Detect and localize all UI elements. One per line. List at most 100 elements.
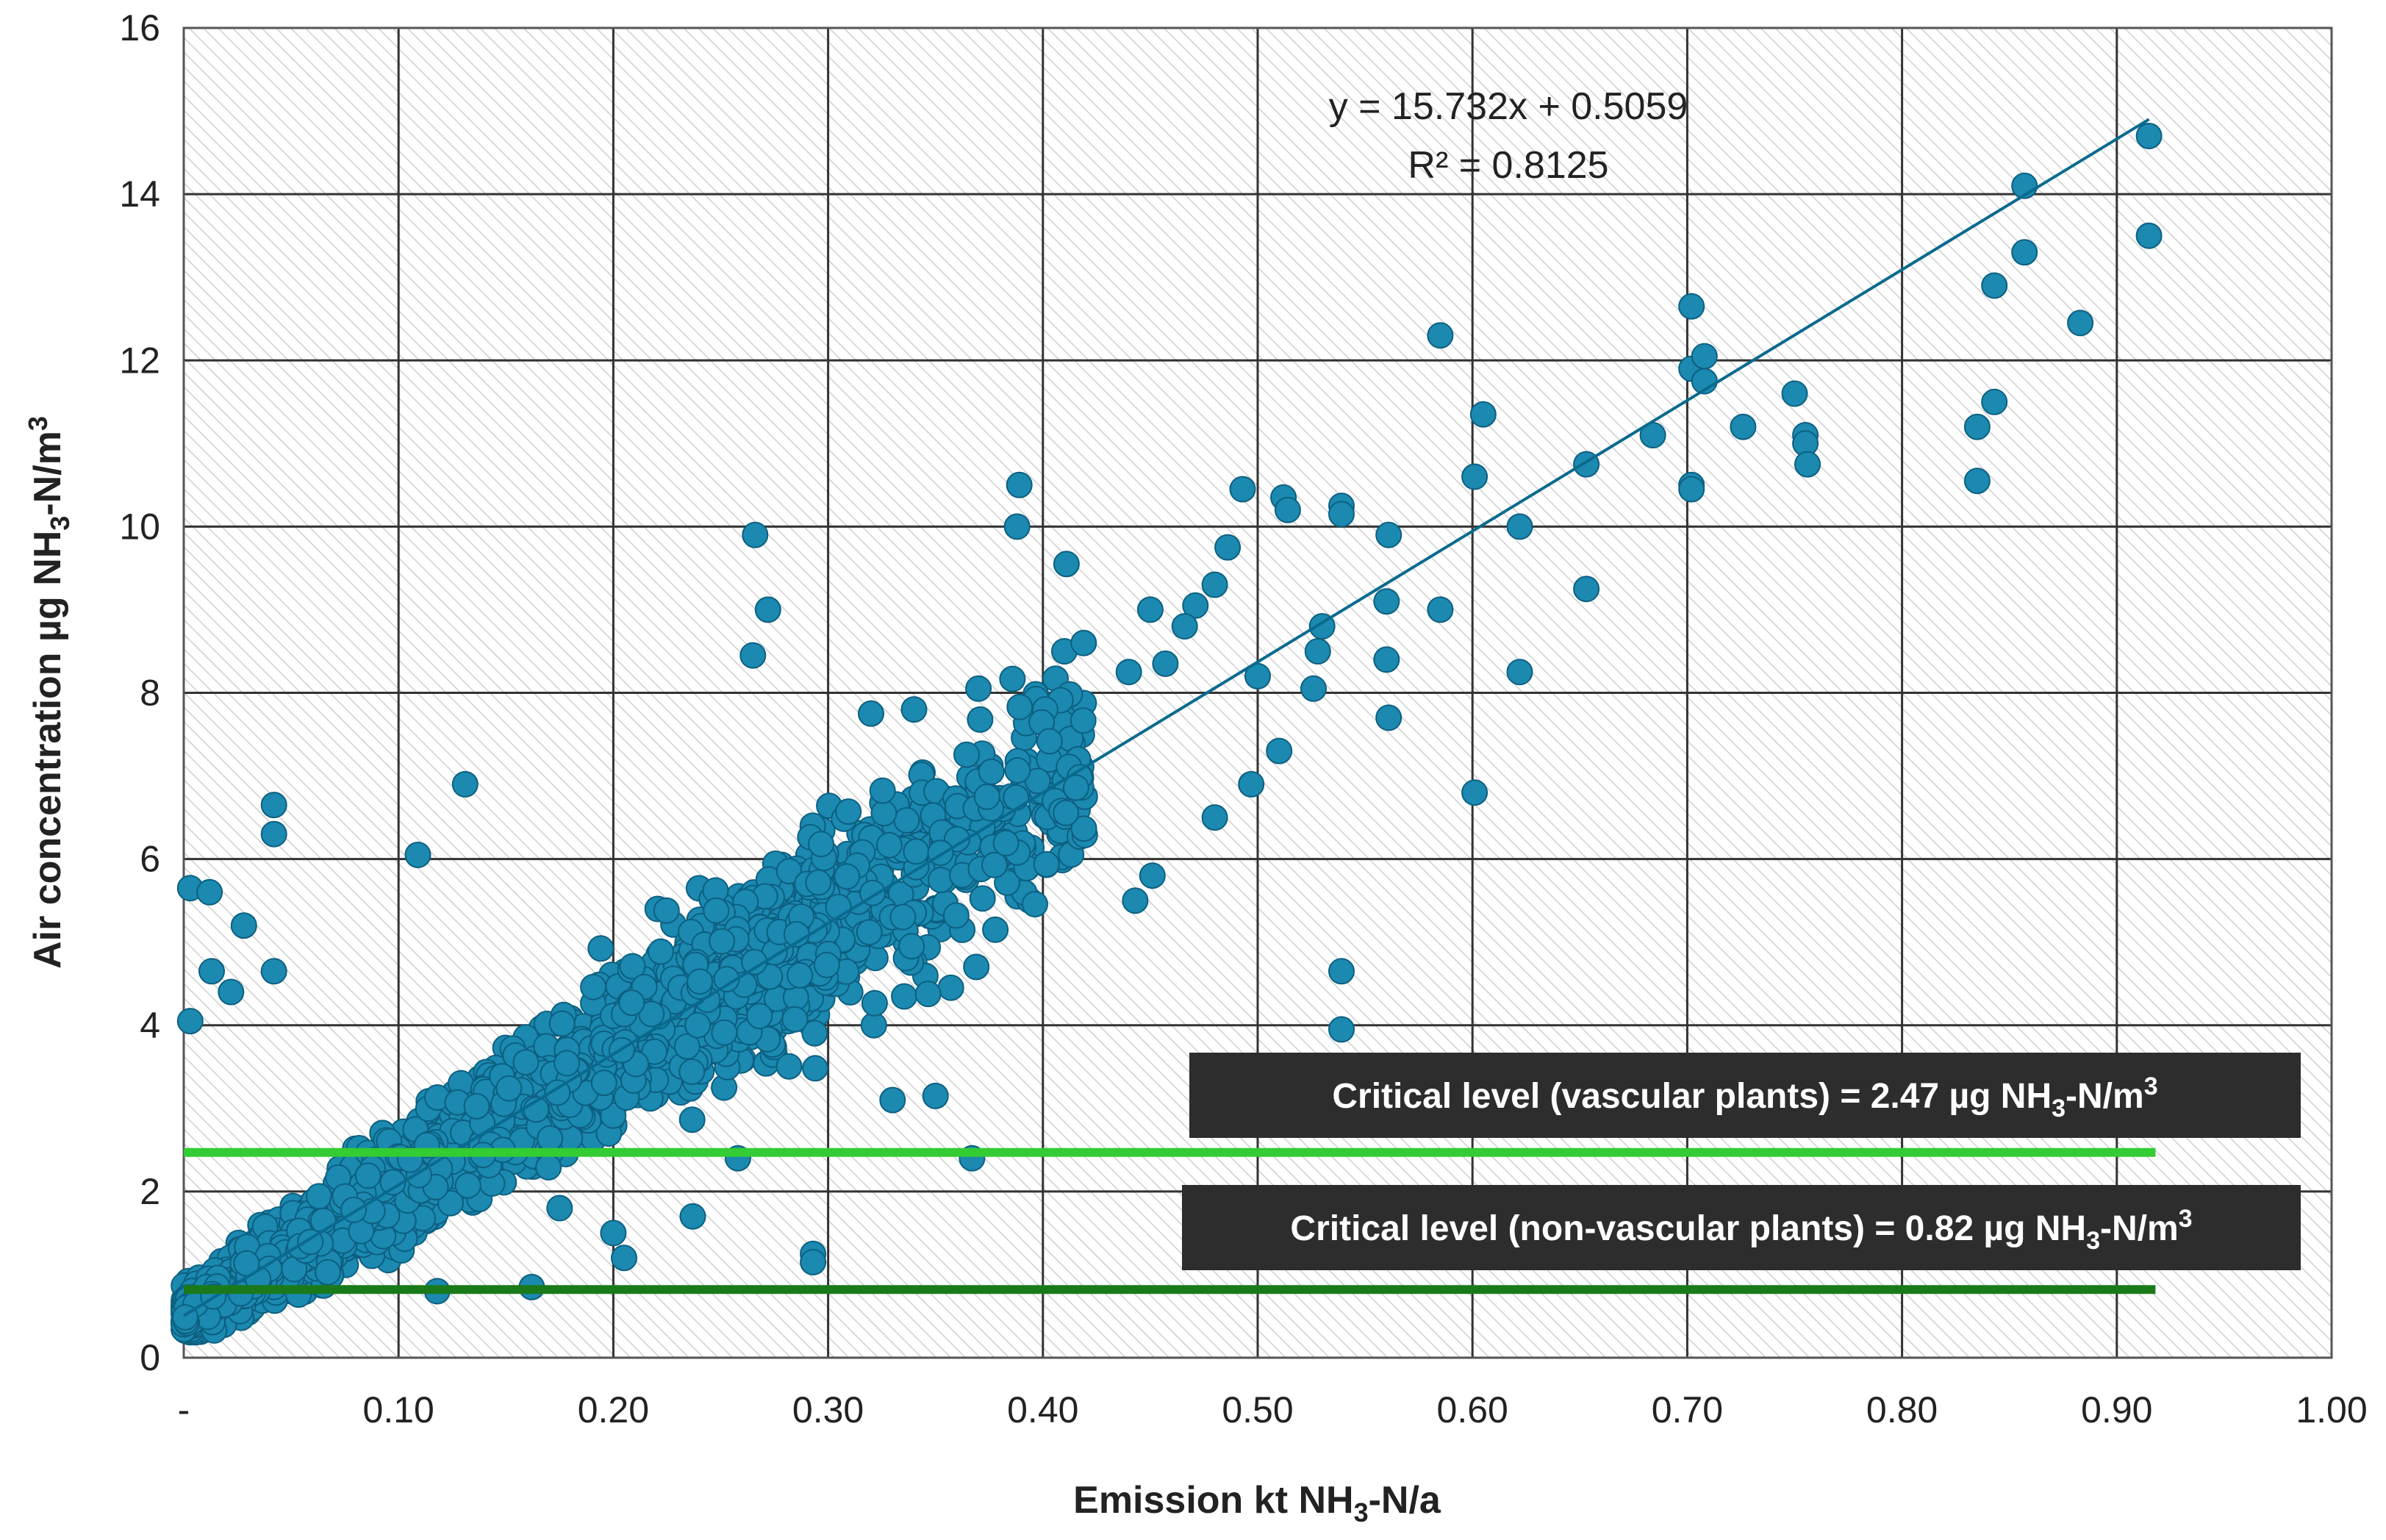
data-point [1300, 675, 1327, 702]
data-point [981, 851, 1008, 878]
data-point [600, 1220, 627, 1247]
data-point [354, 1162, 381, 1189]
data-point [1981, 272, 2008, 299]
data-point [813, 951, 840, 978]
data-point [1004, 757, 1031, 784]
data-point [861, 989, 888, 1017]
data-point [1136, 596, 1164, 623]
data-point [992, 829, 1020, 856]
x-tick-label: 0.90 [2081, 1389, 2152, 1430]
data-point [1274, 496, 1301, 523]
data-point [903, 838, 930, 865]
x-tick-label: 0.80 [1866, 1389, 1938, 1430]
data-point [953, 741, 980, 768]
x-tick-label: 0.10 [363, 1389, 434, 1430]
data-point [787, 961, 814, 989]
x-tick-label: 1.00 [2296, 1389, 2367, 1430]
data-point [703, 897, 730, 924]
data-point [1152, 650, 1179, 677]
data-point [1691, 343, 1718, 370]
data-point [1053, 551, 1080, 578]
y-axis-title: Air concentration µg NH3-N/m3 [23, 416, 75, 969]
data-point [879, 1086, 906, 1114]
svg-text:Critical level (vascular plant: Critical level (vascular plants) = 2.47 … [1332, 1072, 2157, 1122]
data-point [942, 902, 970, 929]
data-point [875, 831, 903, 859]
data-point [587, 935, 615, 962]
data-point [1238, 770, 1265, 798]
data-point [1375, 704, 1402, 731]
y-tick-label: 12 [119, 340, 160, 381]
data-point [548, 1010, 576, 1037]
data-point [1036, 728, 1063, 755]
data-point [260, 958, 287, 985]
data-point [802, 1055, 828, 1082]
x-tick-label: - [178, 1389, 190, 1430]
data-point [1781, 380, 1808, 407]
data-point [535, 1153, 562, 1181]
x-tick-label: 0.70 [1652, 1389, 1723, 1430]
data-point [260, 792, 287, 819]
data-point [982, 916, 1009, 943]
x-tick-label: 0.60 [1437, 1389, 1508, 1430]
data-point [1794, 451, 1821, 478]
data-point [1053, 799, 1080, 826]
data-point [1214, 534, 1242, 561]
data-point [1033, 850, 1060, 878]
y-tick-label: 0 [140, 1337, 160, 1378]
data-point [858, 700, 884, 727]
trendline [182, 118, 2150, 1317]
data-point [454, 1172, 481, 1199]
data-point [1006, 693, 1033, 720]
data-point [176, 1008, 204, 1035]
data-point [835, 798, 862, 825]
data-point [927, 867, 954, 894]
data-point [678, 1059, 706, 1085]
data-point [1022, 891, 1048, 917]
data-point [709, 928, 736, 955]
critical-level-non-vascular-label: Critical level (non-vascular plants) = 0… [1290, 1209, 2086, 1248]
trendline-r-squared: R² = 0.8125 [1408, 144, 1608, 187]
data-point [590, 1070, 617, 1097]
data-point [196, 878, 223, 906]
data-point [1003, 513, 1031, 540]
data-point [711, 1019, 738, 1046]
plot-border [182, 26, 2333, 1359]
data-point [315, 1258, 341, 1286]
data-point [967, 706, 994, 733]
data-point [673, 1033, 701, 1060]
data-point [775, 1053, 803, 1080]
data-point [1266, 737, 1293, 764]
data-point [1373, 588, 1400, 615]
data-point [653, 897, 680, 924]
data-point [2135, 123, 2163, 149]
data-point [1229, 476, 1256, 503]
y-tick-label: 8 [140, 673, 160, 714]
data-point [914, 981, 942, 1008]
x-tick-label: 0.40 [1007, 1389, 1078, 1430]
x-axis-title: Emission kt NH3-N/a [1073, 1479, 1441, 1528]
data-point [463, 1093, 490, 1120]
data-point [1328, 958, 1355, 985]
data-point [2135, 222, 2163, 249]
trendline-equation: y = 15.732x + 0.5059 [1329, 85, 1688, 128]
data-point [889, 903, 917, 931]
data-point [893, 807, 920, 834]
data-point [451, 770, 479, 798]
data-point [512, 1049, 540, 1076]
data-point [1981, 388, 2008, 415]
data-point [1963, 468, 1991, 495]
data-point [1122, 887, 1149, 914]
data-point [1573, 576, 1600, 603]
data-point [1427, 596, 1454, 623]
y-tick-label: 16 [119, 7, 160, 49]
data-point [1328, 1016, 1355, 1043]
data-point [1678, 293, 1705, 320]
data-point [260, 820, 287, 848]
data-point [1006, 471, 1033, 498]
data-point [537, 1125, 564, 1152]
data-point [230, 912, 257, 939]
data-point [922, 1082, 949, 1109]
data-point [1678, 476, 1705, 503]
